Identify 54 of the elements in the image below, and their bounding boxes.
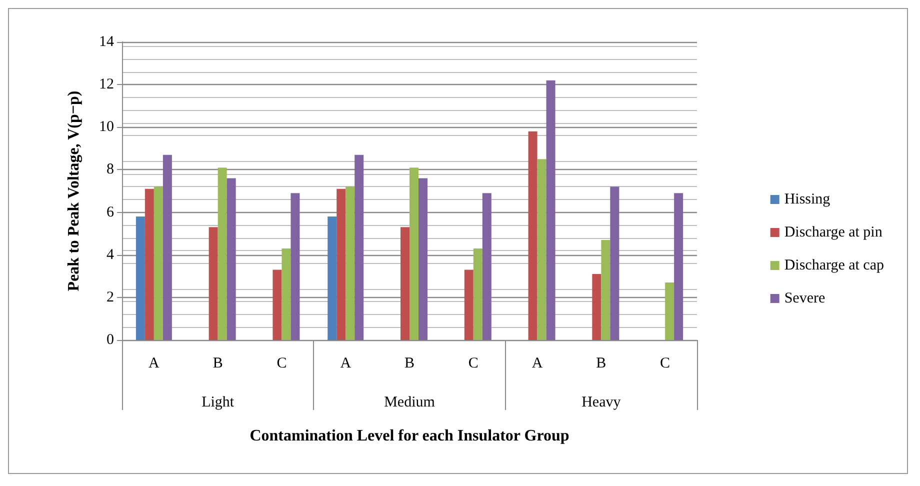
bar	[272, 270, 282, 340]
bar	[400, 227, 410, 340]
x-axis-title: Contamination Level for each Insulator Group	[250, 428, 570, 444]
bar	[144, 188, 154, 340]
y-axis-title: Peak to Peak Voltage, V(p−p)	[66, 90, 82, 292]
bar	[674, 193, 684, 340]
bar	[336, 188, 346, 340]
bar	[482, 193, 492, 340]
bar	[162, 154, 172, 340]
y-tick-label: 14	[99, 34, 114, 50]
bar	[282, 248, 291, 340]
bar	[208, 227, 218, 340]
bar	[226, 178, 236, 340]
y-tick-label: 2	[106, 289, 114, 306]
bar	[610, 186, 620, 340]
bar	[592, 274, 602, 340]
bar	[546, 80, 556, 340]
x-tick-label: C	[468, 356, 478, 372]
bar	[346, 186, 355, 340]
bar	[218, 168, 227, 340]
x-tick-label: A	[532, 356, 543, 372]
y-tick-label: 10	[99, 119, 114, 136]
bar	[354, 154, 364, 340]
x-tick-label: A	[148, 356, 160, 372]
legend-label: Discharge at cap	[784, 258, 884, 274]
bar	[528, 131, 538, 340]
x-tick-label: B	[596, 356, 606, 372]
legend-label: Discharge at pin	[784, 224, 883, 240]
text: Light	[202, 394, 235, 410]
y-tick-label: 12	[99, 76, 114, 93]
bar	[473, 248, 482, 340]
text: Heavy	[582, 394, 622, 410]
text: Medium	[384, 394, 436, 410]
y-tick-label: 0	[106, 332, 114, 348]
bar	[418, 178, 428, 340]
y-tick-label: 4	[106, 246, 114, 263]
x-tick-label: C	[276, 356, 287, 372]
y-tick-label: 6	[106, 204, 114, 220]
y-tick-label: 8	[106, 162, 114, 178]
bar	[537, 159, 546, 340]
bar	[136, 216, 145, 340]
bar	[665, 282, 674, 340]
bar	[154, 186, 163, 340]
x-tick-label: A	[340, 356, 352, 372]
bar	[410, 168, 418, 340]
x-tick-label: B	[404, 356, 415, 372]
bar	[290, 193, 300, 340]
bar	[328, 216, 337, 340]
bar	[601, 240, 610, 340]
legend-label: Hissing	[784, 192, 831, 208]
x-tick-label: B	[212, 356, 223, 372]
legend-label: Severe	[784, 290, 826, 306]
bar	[464, 270, 474, 340]
x-tick-label: C	[660, 356, 670, 372]
